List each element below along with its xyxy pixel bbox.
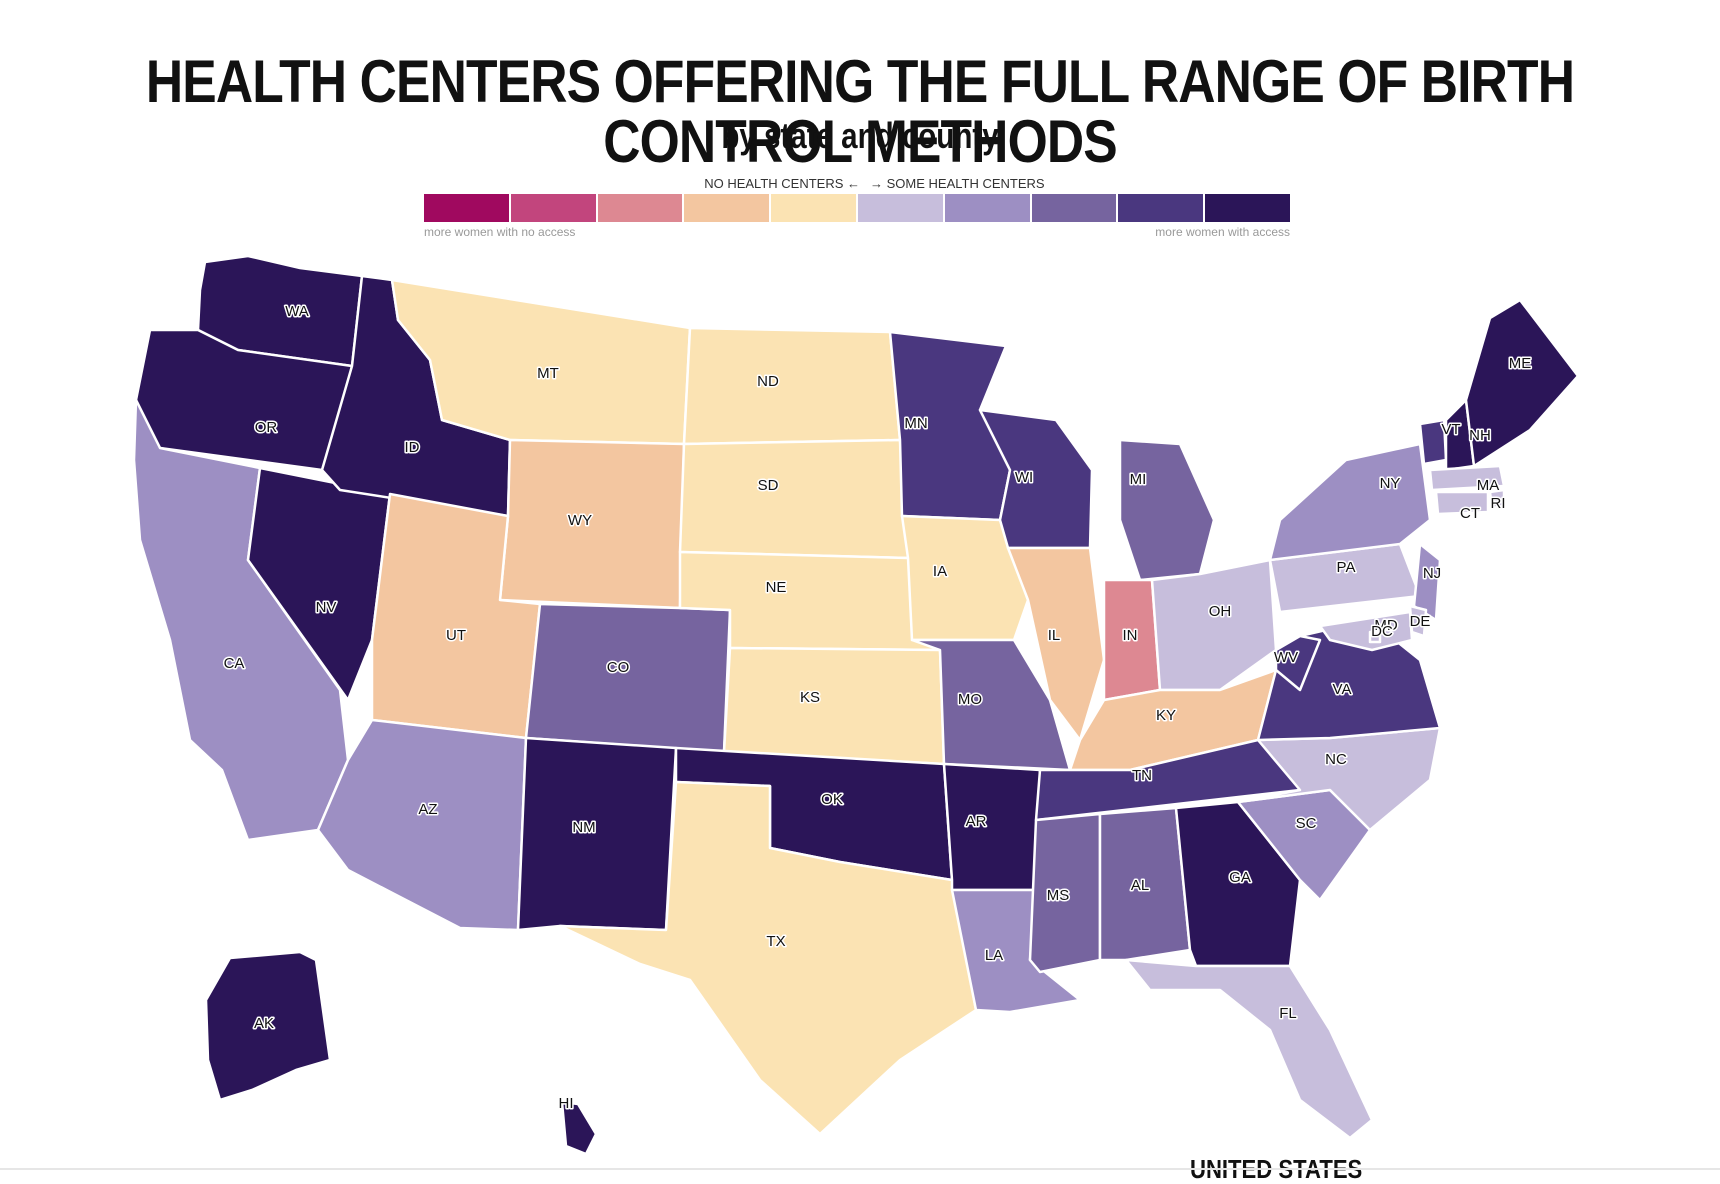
- state-label-ma: MA: [1477, 477, 1500, 494]
- legend-access-note: more women with access: [1155, 225, 1290, 239]
- state-label-nd: ND: [757, 373, 779, 390]
- state-label-mn: MN: [904, 415, 927, 432]
- state-label-dc: DC: [1371, 623, 1393, 640]
- state-labels-layer: WA OR CA NV ID MT WY UT AZ CO NM ND SD NE KS OK TX MN IA MO…: [222, 302, 1533, 1114]
- state-label-nj: NJ: [1423, 565, 1441, 582]
- state-md: [1318, 610, 1414, 652]
- state-label-mi: MI: [1130, 471, 1147, 488]
- state-label-ks: KS: [800, 689, 820, 706]
- state-wv: [1274, 634, 1322, 692]
- states-layer: [132, 254, 1580, 1156]
- legend-swatch-3: [597, 194, 685, 222]
- state-label-va: VA: [1333, 681, 1352, 698]
- state-tx: [558, 780, 978, 1136]
- state-label-al: AL: [1131, 877, 1149, 894]
- state-label-wv: WV: [1274, 649, 1298, 666]
- state-label-tn: TN: [1132, 767, 1152, 784]
- state-label-ms: MS: [1047, 887, 1070, 904]
- state-az: [316, 718, 528, 932]
- state-label-mt: MT: [537, 365, 559, 382]
- state-label-fl: FL: [1279, 1005, 1297, 1022]
- state-co: [524, 602, 732, 754]
- state-ri: [1488, 488, 1506, 510]
- state-label-co: CO: [607, 659, 630, 676]
- state-label-ia: IA: [933, 563, 947, 580]
- state-label-az: AZ: [418, 801, 437, 818]
- state-label-ny: NY: [1380, 475, 1401, 492]
- state-fl: [1124, 958, 1374, 1140]
- state-nd: [682, 326, 902, 446]
- state-label-wy: WY: [568, 512, 592, 529]
- state-label-pa: PA: [1337, 559, 1356, 576]
- state-sd: [678, 438, 910, 560]
- state-ar: [942, 762, 1042, 892]
- state-label-in: IN: [1123, 627, 1138, 644]
- state-label-wa: WA: [285, 303, 309, 320]
- state-label-vt: VT: [1441, 421, 1460, 438]
- state-al: [1098, 806, 1192, 962]
- state-label-ok: OK: [821, 791, 843, 808]
- legend-swatch-4: [684, 194, 772, 222]
- state-label-wi: WI: [1015, 469, 1033, 486]
- state-label-ut: UT: [446, 627, 466, 644]
- state-ms: [1028, 812, 1102, 974]
- state-me: [1464, 298, 1580, 468]
- state-label-me: ME: [1509, 355, 1532, 372]
- legend-no-access-note: more women with no access: [424, 225, 576, 239]
- state-label-ar: AR: [966, 813, 987, 830]
- state-label-tx: TX: [766, 933, 785, 950]
- state-label-oh: OH: [1209, 603, 1232, 620]
- legend-swatch-2: [510, 194, 598, 222]
- legend-color-scale: [424, 194, 1290, 222]
- map-subtitle: by state and county: [721, 115, 999, 156]
- state-nj: [1412, 542, 1442, 622]
- state-label-ak: AK: [254, 1015, 274, 1032]
- state-hi: [560, 1100, 598, 1156]
- state-ks: [722, 646, 946, 766]
- state-label-sd: SD: [758, 477, 779, 494]
- state-label-ne: NE: [766, 579, 787, 596]
- state-ny: [1268, 442, 1432, 562]
- map-title: HEALTH CENTERS OFFERING THE FULL RANGE O…: [145, 48, 1575, 175]
- legend-swatch-9: [1118, 194, 1206, 222]
- state-nm: [516, 736, 678, 932]
- state-wy: [498, 438, 686, 610]
- legend-swatch-10: [1205, 194, 1290, 222]
- legend-some-centers-label: → SOME HEALTH CENTERS: [870, 176, 1045, 191]
- state-label-sc: SC: [1296, 815, 1317, 832]
- state-ak: [204, 950, 332, 1102]
- state-oh: [1150, 558, 1278, 692]
- state-label-md: MD: [1374, 617, 1397, 634]
- state-label-or: OR: [255, 419, 278, 436]
- state-mi: [1118, 438, 1216, 582]
- state-label-nm: NM: [572, 819, 595, 836]
- legend-swatch-1: [424, 194, 511, 222]
- state-ct: [1434, 490, 1490, 516]
- state-label-ri: RI: [1491, 495, 1506, 512]
- state-ma: [1428, 464, 1506, 492]
- legend-swatch-6: [857, 194, 945, 222]
- state-label-mo: MO: [958, 691, 982, 708]
- legend-swatch-5: [771, 194, 858, 222]
- bottom-divider: [0, 1168, 1720, 1170]
- state-label-id: ID: [405, 439, 420, 456]
- state-label-la: LA: [985, 947, 1003, 964]
- legend-swatch-7: [944, 194, 1032, 222]
- state-label-nc: NC: [1325, 751, 1347, 768]
- state-label-nv: NV: [316, 599, 337, 616]
- color-legend: NO HEALTH CENTERS ← → SOME HEALTH CENTER…: [424, 174, 1290, 246]
- state-label-ga: GA: [1229, 869, 1251, 886]
- legend-no-centers-label: NO HEALTH CENTERS ←: [704, 176, 860, 191]
- state-label-ct: CT: [1460, 505, 1480, 522]
- state-label-nh: NH: [1469, 427, 1491, 444]
- state-dc: [1368, 630, 1382, 644]
- state-label-de: DE: [1410, 613, 1431, 630]
- legend-swatch-8: [1031, 194, 1119, 222]
- state-label-ky: KY: [1156, 707, 1176, 724]
- state-label-ca: CA: [224, 655, 245, 672]
- state-label-il: IL: [1048, 627, 1061, 644]
- state-label-hi: HI: [559, 1095, 574, 1112]
